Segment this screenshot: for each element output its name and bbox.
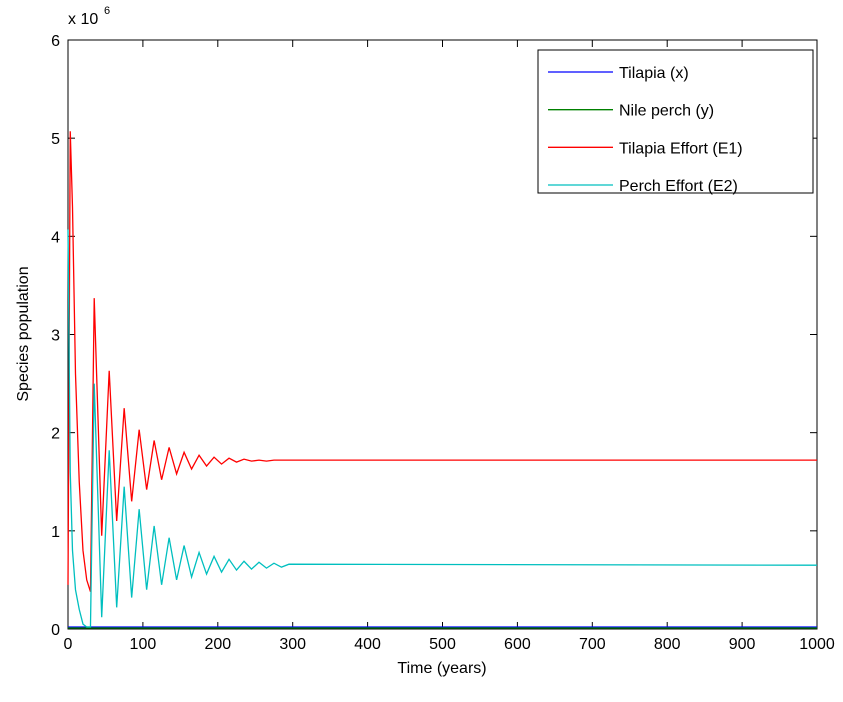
x-tick-label: 1000	[799, 636, 835, 653]
y-tick-label: 4	[51, 229, 60, 246]
x-tick-label: 400	[354, 636, 381, 653]
x-tick-label: 0	[64, 636, 73, 653]
y-tick-label: 6	[51, 33, 60, 50]
x-tick-label: 800	[654, 636, 681, 653]
legend-label: Nile perch (y)	[619, 103, 714, 120]
y-tick-label: 3	[51, 328, 60, 345]
series-line	[67, 131, 817, 592]
series-line	[67, 229, 818, 628]
x-tick-label: 500	[429, 636, 456, 653]
y-tick-label: 2	[51, 426, 60, 443]
y-axis-label: Species population	[15, 266, 32, 401]
x-tick-label: 300	[279, 636, 306, 653]
x-tick-label: 900	[729, 636, 756, 653]
legend-label: Perch Effort (E2)	[619, 178, 738, 195]
legend-label: Tilapia (x)	[619, 65, 689, 82]
x-tick-label: 200	[204, 636, 231, 653]
x-axis-label: Time (years)	[397, 660, 486, 677]
y-multiplier-exponent: 6	[104, 5, 110, 17]
x-tick-label: 100	[130, 636, 157, 653]
y-multiplier: x 10	[68, 11, 98, 28]
x-tick-label: 700	[579, 636, 606, 653]
x-tick-label: 600	[504, 636, 531, 653]
legend-box	[537, 49, 814, 194]
y-tick-label: 5	[51, 131, 60, 148]
y-tick-label: 0	[51, 622, 60, 639]
y-tick-label: 1	[51, 524, 60, 541]
legend-label: Tilapia Effort (E1)	[619, 140, 743, 157]
